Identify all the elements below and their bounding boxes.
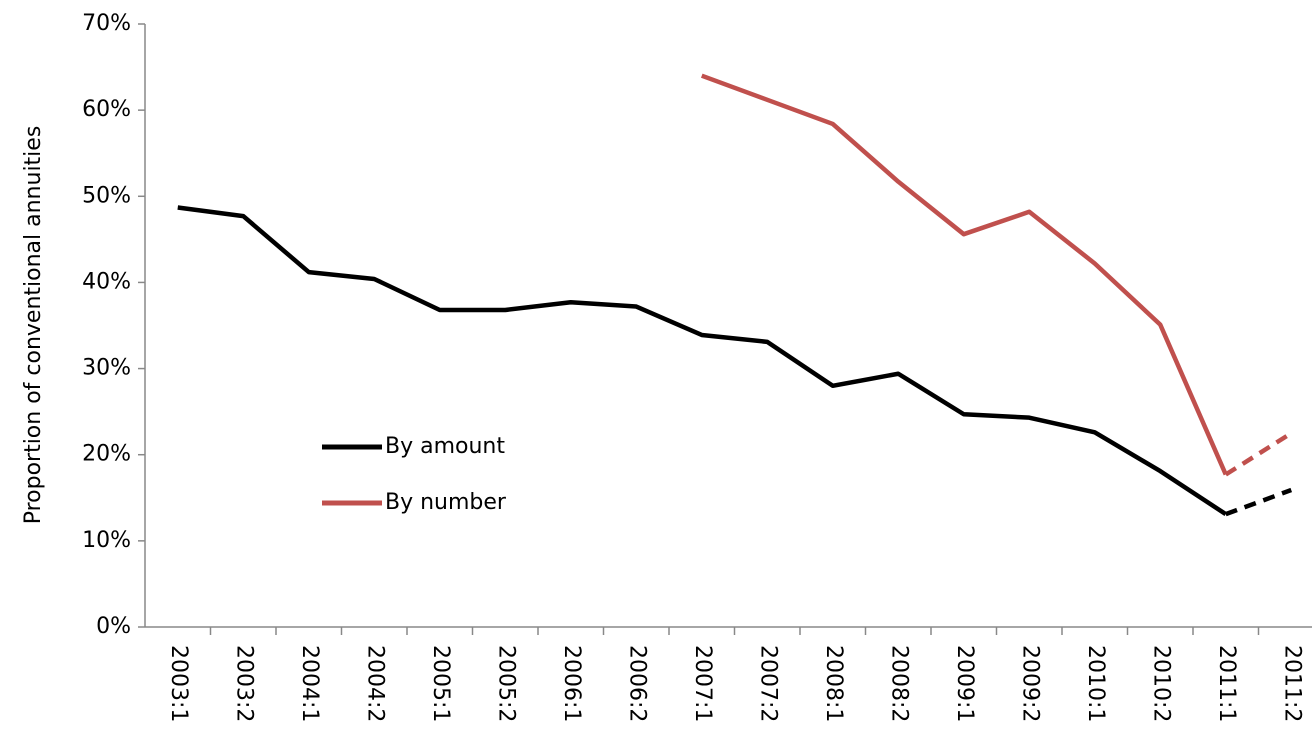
series-line-dashed [1224,431,1293,477]
y-tick-label: 60% [82,97,131,122]
x-tick-label: 2006:2 [624,645,649,722]
x-tick-label: 2003:2 [231,645,256,722]
x-tick-label: 2008:1 [821,645,846,722]
x-tick-label: 2006:1 [559,645,584,722]
y-tick-label: 70% [82,11,131,36]
x-tick-label: 2004:2 [362,645,387,722]
x-tick-label: 2005:1 [428,645,453,722]
x-tick-label: 2007:1 [690,645,715,722]
x-tick-label: 2007:2 [755,645,780,722]
x-tick-label: 2008:2 [886,645,911,722]
y-axis-label: Proportion of conventional annuities [21,126,46,525]
series-line [177,205,1227,517]
y-tick-label: 20% [82,442,131,467]
y-tick-label: 50% [82,183,131,208]
x-tick-label: 2004:1 [297,645,322,722]
y-tick-label: 40% [82,269,131,294]
x-tick-label: 2010:1 [1083,645,1108,722]
legend-label: By amount [385,434,505,459]
x-tick-label: 2005:2 [493,645,518,722]
y-tick-label: 0% [96,614,131,639]
x-tick-label: 2011:1 [1214,645,1239,722]
x-tick-label: 2009:2 [1017,645,1042,722]
x-tick-label: 2009:1 [952,645,977,722]
legend-label: By number [385,490,507,515]
x-tick-label: 2010:2 [1148,645,1173,722]
y-tick-label: 10% [82,528,131,553]
y-tick-label: 30% [82,356,131,381]
x-tick-label: 2011:2 [1279,645,1304,722]
series-line [700,73,1228,476]
series-line-dashed [1224,487,1293,517]
x-tick-label: 2003:1 [166,645,191,722]
